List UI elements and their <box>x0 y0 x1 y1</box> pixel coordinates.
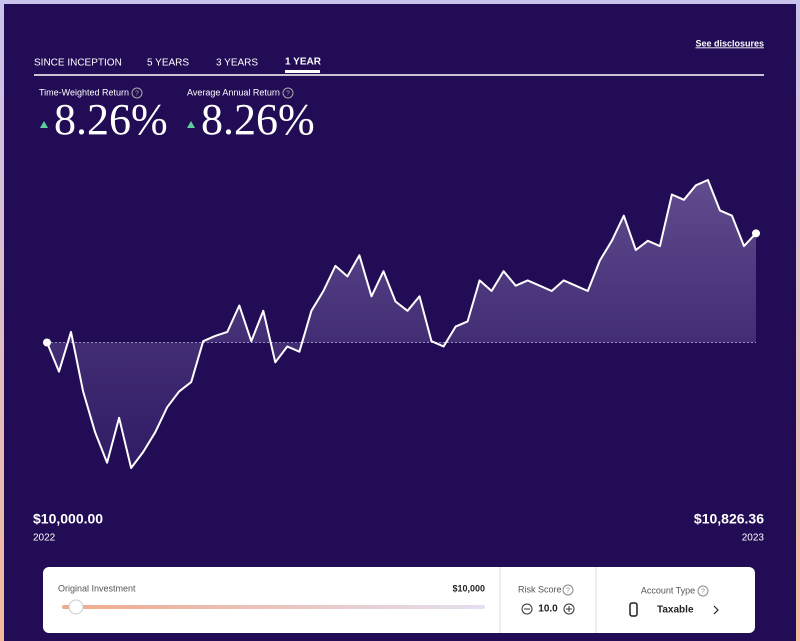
tab[interactable]: 5 YEARS <box>147 58 189 69</box>
chart <box>43 179 760 469</box>
help-icon[interactable] <box>282 87 294 99</box>
slider-thumb[interactable] <box>68 599 84 615</box>
risk-value: 10.0 <box>538 604 558 615</box>
line <box>46 179 757 469</box>
investment-label: Original Investment <box>58 583 136 593</box>
help-icon[interactable] <box>697 585 709 597</box>
start-value: $10,000.00 <box>33 511 103 527</box>
help-icon-glyph: ? <box>701 588 705 595</box>
return-value: 8.26% <box>54 95 168 144</box>
tab-underline <box>285 70 320 73</box>
account-label: Account Type <box>641 585 695 595</box>
end-point <box>752 229 760 238</box>
help-icon-glyph: ? <box>566 587 570 594</box>
chevron[interactable] <box>713 605 719 615</box>
up-arrow <box>187 121 195 128</box>
controls-card <box>43 567 755 633</box>
tab[interactable]: SINCE INCEPTION <box>34 58 122 69</box>
area <box>47 180 756 468</box>
account-icon <box>629 602 638 617</box>
help-icon-glyph: ? <box>286 90 290 97</box>
increment-glyph <box>566 606 572 612</box>
end-value: $10,826.36 <box>694 511 764 527</box>
slider-track[interactable] <box>62 605 485 609</box>
disclosures-link[interactable]: See disclosures <box>695 38 764 48</box>
help-icon[interactable] <box>562 584 574 596</box>
investment-value: $10,000 <box>452 583 485 593</box>
start-point <box>43 338 51 347</box>
help-icon-glyph: ? <box>135 90 139 97</box>
start-year: 2022 <box>33 533 56 544</box>
up-arrow <box>40 121 48 128</box>
return-label: Time-Weighted Return <box>39 87 129 97</box>
increment-button[interactable] <box>563 603 575 615</box>
risk-label: Risk Score <box>518 584 562 594</box>
return-value: 8.26% <box>201 95 315 144</box>
account-value[interactable]: Taxable <box>657 605 694 616</box>
return-label: Average Annual Return <box>187 87 280 97</box>
end-year: 2023 <box>742 533 765 544</box>
help-icon[interactable] <box>131 87 143 99</box>
tab[interactable]: 3 YEARS <box>216 58 258 69</box>
decrement-button[interactable] <box>521 603 533 615</box>
tab-active[interactable]: 1 YEAR <box>285 57 322 68</box>
